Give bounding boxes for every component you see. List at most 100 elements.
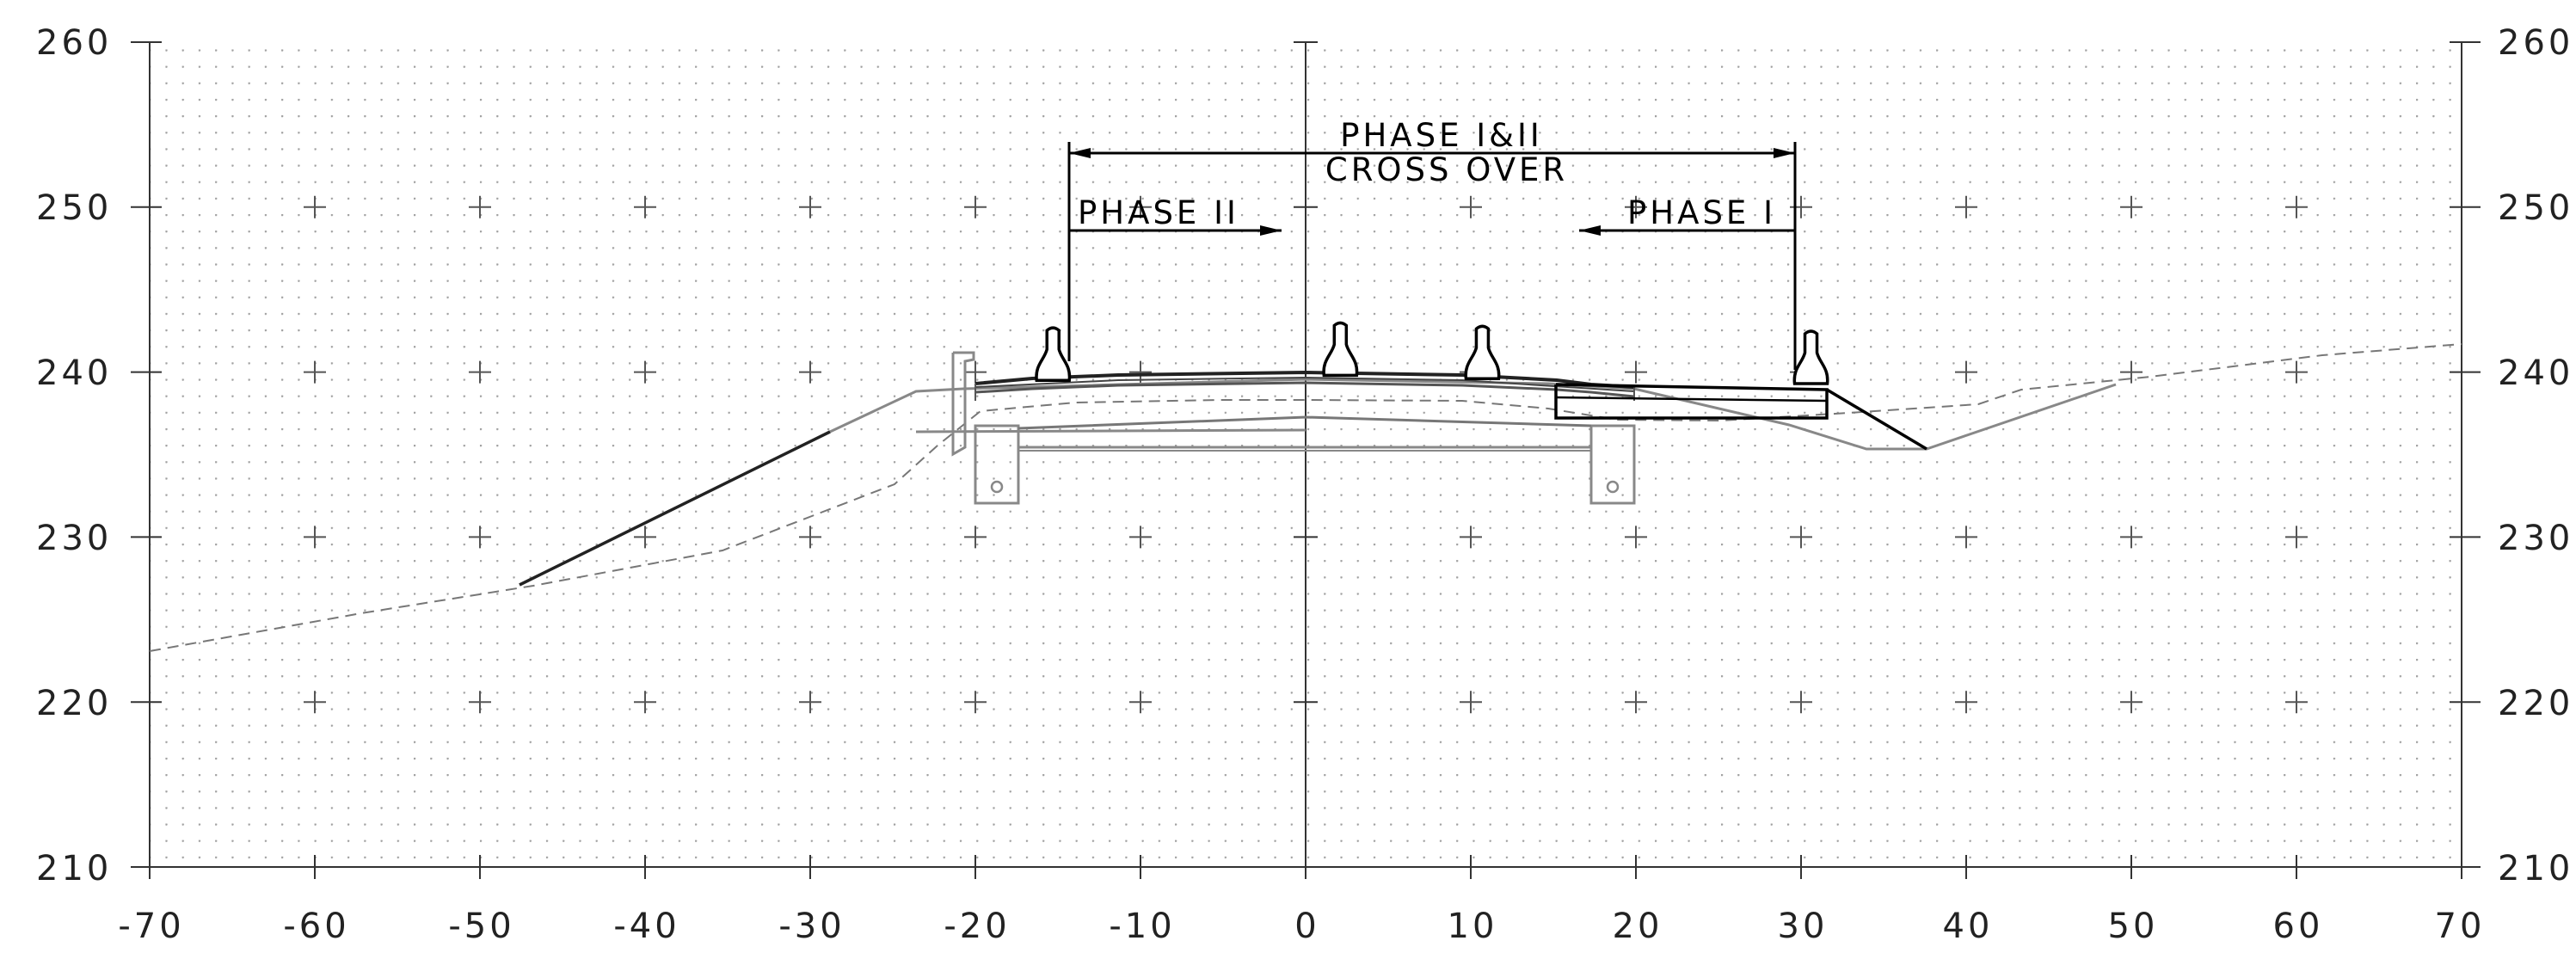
- grid-cross: [2120, 360, 2143, 384]
- grid-cross: [799, 195, 821, 218]
- proposed-pavement-mid: [974, 376, 1635, 392]
- grid-cross: [1790, 526, 1812, 549]
- grid-cross: [2285, 526, 2308, 549]
- grid-cross: [1129, 195, 1152, 218]
- grid-cross: [1129, 526, 1152, 549]
- grid-cross: [1790, 195, 1812, 218]
- grid-cross: [2285, 195, 2308, 218]
- grid-cross: [469, 195, 491, 218]
- crossover-dimension: [1067, 142, 1797, 370]
- x-tick-label: -60: [283, 907, 349, 946]
- grid-cross: [1460, 691, 1482, 714]
- phase1-dimension: [1579, 225, 1795, 236]
- grid-cross: [964, 526, 987, 549]
- footing-right: [1589, 424, 1636, 505]
- grid-cross: [2285, 691, 2308, 714]
- grid-cross: [634, 195, 656, 218]
- grid-cross: [799, 360, 821, 384]
- x-tick-label: 70: [2435, 907, 2486, 946]
- footing-pipe-left: [990, 480, 1004, 494]
- existing-ground-line: [149, 343, 2462, 652]
- x-tick-label: 30: [1778, 907, 1829, 946]
- grid-cross: [799, 691, 821, 714]
- x-tick-label: -50: [448, 907, 514, 946]
- phase2-arrow: [1260, 225, 1282, 236]
- grid-cross: [964, 691, 987, 714]
- grid-cross: [1129, 691, 1152, 714]
- crossover-label-line2: CROSS OVER: [1325, 151, 1568, 188]
- x-tick-label: 0: [1294, 907, 1319, 946]
- proposed-box-divider: [1555, 396, 1828, 403]
- crossover-arrow-left: [1069, 148, 1091, 158]
- grid-cross: [1625, 195, 1647, 218]
- grid-cross: [1625, 526, 1647, 549]
- grid-cross: [1460, 526, 1482, 549]
- proposed-box-right: [1554, 383, 1829, 420]
- grid-cross: [2120, 526, 2143, 549]
- x-tick-label: -30: [778, 907, 845, 946]
- grid-cross: [1955, 195, 1977, 218]
- y-tick-label: 260: [2498, 23, 2573, 63]
- y-tick-label: 230: [36, 519, 112, 558]
- barrier-icon: [1322, 321, 1359, 378]
- proposed-slope-left: [519, 430, 831, 587]
- grid-cross: [1790, 691, 1812, 714]
- x-tick-label: 40: [1943, 907, 1994, 946]
- phase1-arrow: [1579, 225, 1601, 236]
- y-tick-label: 210: [2498, 849, 2573, 888]
- y-tick-label: 210: [36, 849, 112, 888]
- y-tick-label: 240: [36, 354, 112, 393]
- grid-cross: [1625, 360, 1647, 384]
- phase2-dimension: [1069, 225, 1282, 236]
- grid-cross: [469, 691, 491, 714]
- grid-cross: [469, 360, 491, 384]
- x-tick-label: 20: [1613, 907, 1663, 946]
- grid-cross: [634, 360, 656, 384]
- grid-cross: [1955, 360, 1977, 384]
- subgrade-line: [915, 428, 1306, 433]
- x-tick-label: 60: [2273, 907, 2324, 946]
- grid-cross: [2120, 195, 2143, 218]
- concrete-barriers: [1035, 321, 1829, 385]
- y-tick-label: 250: [2498, 188, 2573, 228]
- retaining-wall-left: [951, 351, 975, 457]
- crossover-arrow-right: [1774, 148, 1795, 158]
- y-tick-label: 220: [36, 684, 112, 723]
- proposed-slope-right: [1826, 388, 1927, 451]
- grid-cross: [964, 360, 987, 384]
- crossover-label-line1: PHASE I&II: [1340, 117, 1543, 154]
- y-tick-labels-left: 260 250 240 230 220 210: [36, 23, 112, 888]
- barrier-icon: [1792, 329, 1829, 385]
- y-tick-label: 220: [2498, 684, 2573, 723]
- x-tick-label: -20: [944, 907, 1010, 946]
- grid-cross: [304, 195, 326, 218]
- grid-cross: [469, 526, 491, 549]
- y-tick-label: 250: [36, 188, 112, 228]
- grid-cross: [1460, 195, 1482, 218]
- x-tick-label: 10: [1448, 907, 1498, 946]
- footing-left: [974, 424, 1020, 505]
- grid-cross: [634, 526, 656, 549]
- grid-cross: [1625, 691, 1647, 714]
- y-tick-label: 260: [36, 23, 112, 63]
- grid-cross: [304, 691, 326, 714]
- proposed-pavement-bottom: [974, 381, 1635, 398]
- barrier-icon: [1464, 324, 1501, 381]
- y-tick-labels-right: 260 250 240 230 220 210: [2498, 23, 2573, 888]
- grid-cross: [304, 526, 326, 549]
- grid-cross: [634, 691, 656, 714]
- grid-cross: [2120, 691, 2143, 714]
- x-tick-label: -10: [1109, 907, 1175, 946]
- axis-tick-marks: [131, 41, 2481, 879]
- x-tick-label: -40: [613, 907, 679, 946]
- grid-cross: [304, 360, 326, 384]
- x-tick-label: 50: [2108, 907, 2159, 946]
- grid-cross: [1955, 526, 1977, 549]
- phase2-label: PHASE II: [1078, 194, 1239, 231]
- barrier-icon: [1035, 326, 1072, 382]
- x-tick-labels: -70 -60 -50 -40 -30 -20 -10 0 10 20 30 4…: [118, 907, 2486, 946]
- grid-cross: [799, 526, 821, 549]
- y-tick-label: 230: [2498, 519, 2573, 558]
- grid-cross: [1955, 691, 1977, 714]
